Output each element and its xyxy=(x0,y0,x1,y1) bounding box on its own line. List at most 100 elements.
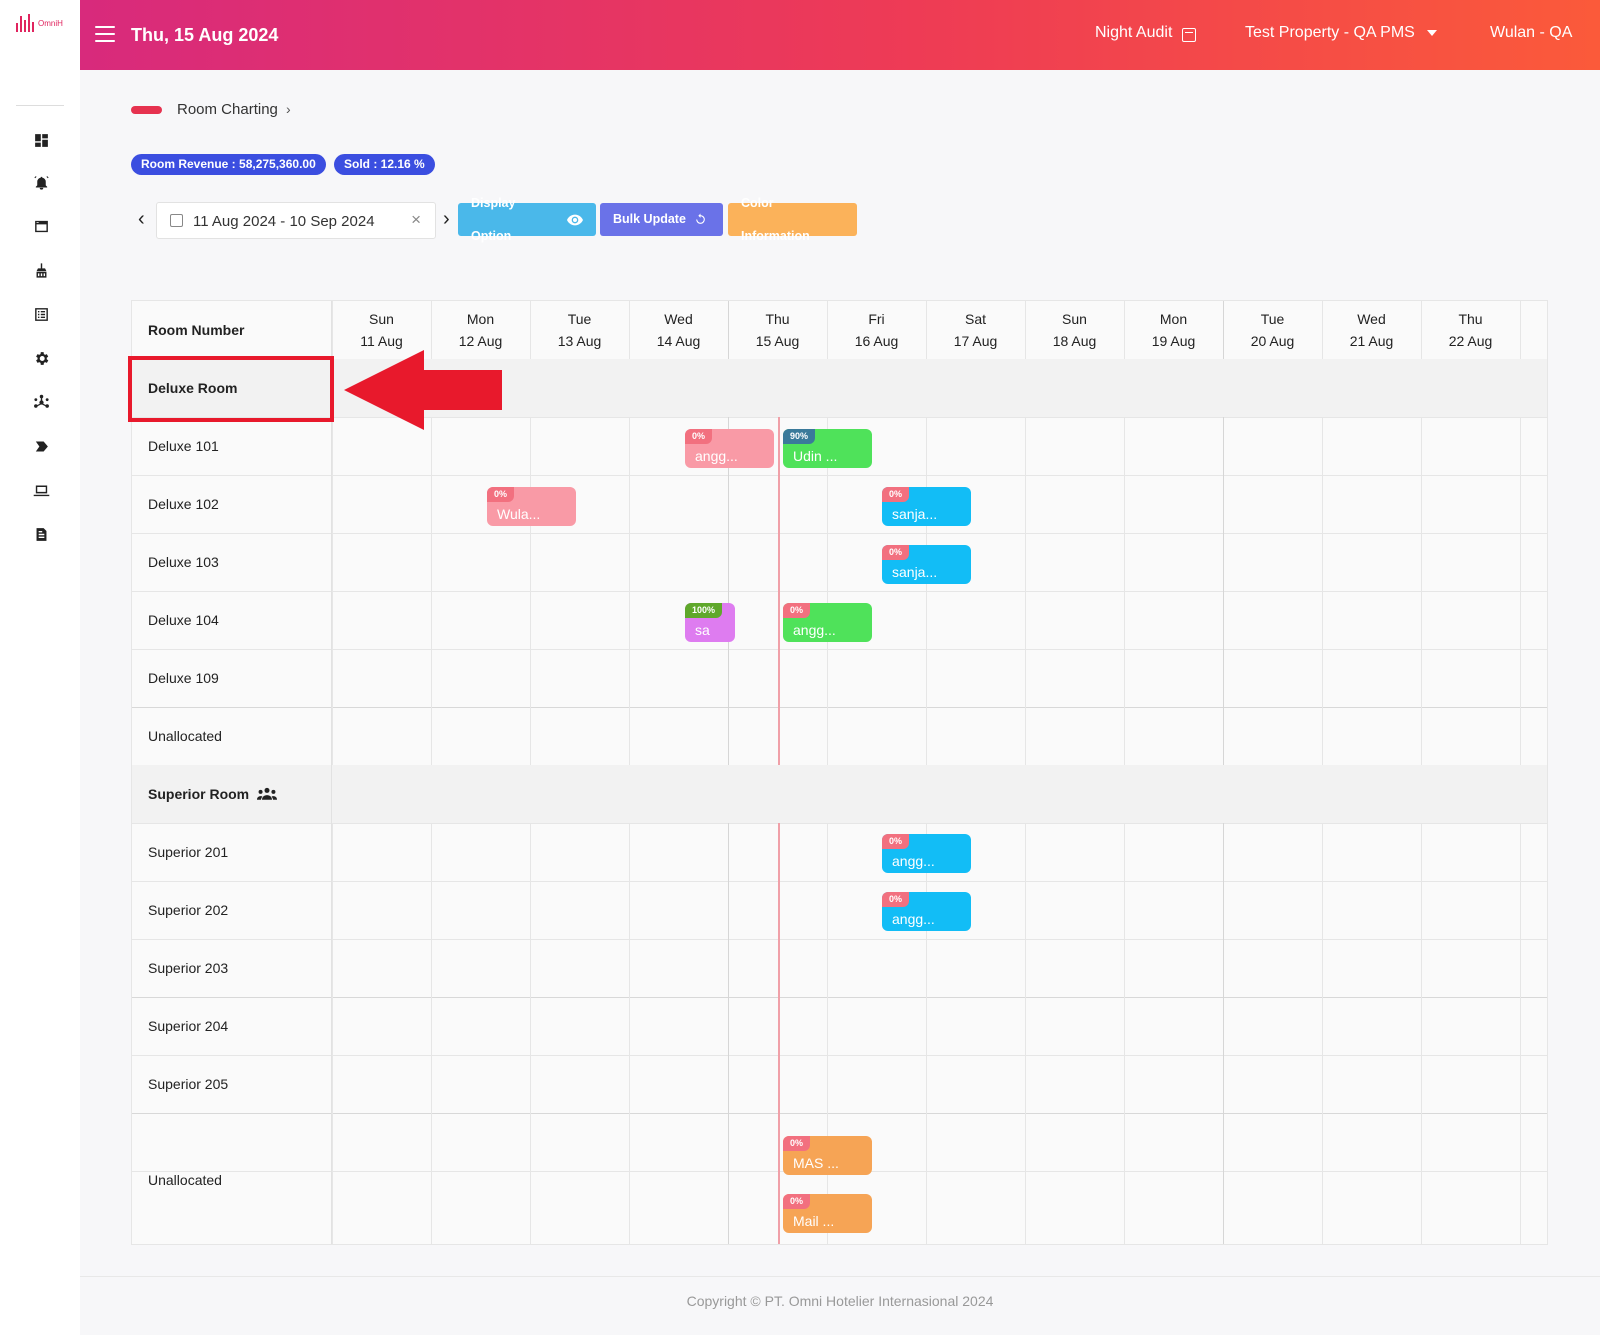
display-option-label: Display Option xyxy=(471,195,516,243)
night-audit-label: Night Audit xyxy=(1095,24,1173,41)
clear-date-icon[interactable]: × xyxy=(411,210,421,229)
day-date: 18 Aug xyxy=(1052,333,1097,349)
deluxe-band xyxy=(332,359,1547,417)
night-audit-button[interactable]: Night Audit xyxy=(1095,24,1197,42)
property-name: Test Property - QA PMS xyxy=(1245,24,1415,41)
room-label: Deluxe 103 xyxy=(132,533,332,591)
eye-icon xyxy=(567,214,583,225)
booking-block[interactable]: 0% angg... xyxy=(882,892,971,931)
booking-guest: sanja... xyxy=(892,564,938,580)
gear-icon[interactable] xyxy=(30,347,52,369)
tag-icon[interactable] xyxy=(30,435,52,457)
booking-block[interactable]: 90% Udin ... xyxy=(783,429,872,468)
day-of-week: Sun xyxy=(369,311,394,327)
day-header: Wed 14 Aug xyxy=(629,301,728,359)
network-icon[interactable] xyxy=(30,391,52,413)
day-date: 17 Aug xyxy=(953,333,998,349)
grid-row-line xyxy=(132,939,1547,940)
booking-block[interactable]: 0% MAS ... xyxy=(783,1136,872,1175)
booking-percent: 0% xyxy=(783,603,811,618)
day-of-week: Sat xyxy=(964,311,986,327)
day-of-week: Mon xyxy=(466,311,495,327)
room-label: Superior 204 xyxy=(132,997,332,1055)
alarm-icon[interactable] xyxy=(30,171,52,193)
booking-guest: angg... xyxy=(695,448,738,464)
grid-row-line xyxy=(132,823,1547,824)
booking-block[interactable]: 0% Mail ... xyxy=(783,1194,872,1233)
color-information-button[interactable]: Color Information xyxy=(728,196,857,243)
logo-mark xyxy=(16,14,34,32)
day-header: Wed 21 Aug xyxy=(1322,301,1421,359)
brand-logo[interactable]: OmniH xyxy=(16,14,63,32)
booking-block[interactable]: 0% Wula... xyxy=(487,487,576,526)
booking-percent: 0% xyxy=(882,487,910,502)
day-of-week: Fri xyxy=(868,311,885,327)
sold-badge: Sold : 12.16 % xyxy=(334,154,435,175)
user-menu[interactable]: Wulan - QA xyxy=(1490,24,1573,41)
brand-name: OmniH xyxy=(38,18,63,28)
room-revenue-badge: Room Revenue : 58,275,360.00 xyxy=(131,154,326,175)
booking-guest: Mail ... xyxy=(793,1213,835,1229)
booking-percent: 0% xyxy=(882,545,910,560)
day-date: 22 Aug xyxy=(1448,333,1493,349)
booking-block[interactable]: 0% sanja... xyxy=(882,487,971,526)
display-option-button[interactable]: Display Option xyxy=(458,196,596,243)
day-of-week: Wed xyxy=(664,311,693,327)
booking-percent: 0% xyxy=(882,834,910,849)
date-range-picker[interactable]: 11 Aug 2024 - 10 Sep 2024 × xyxy=(156,202,436,239)
today-indicator xyxy=(778,823,780,1244)
header-date: Thu, 15 Aug 2024 xyxy=(131,25,279,45)
booking-block[interactable]: 0% angg... xyxy=(685,429,774,468)
booking-block[interactable]: 0% sanja... xyxy=(882,545,971,584)
booking-guest: sanja... xyxy=(892,506,938,522)
hamburger-menu-icon[interactable] xyxy=(95,26,115,42)
property-selector[interactable]: Test Property - QA PMS xyxy=(1245,24,1437,42)
grid-row-line xyxy=(132,649,1547,650)
red-arrow-annotation xyxy=(344,350,502,430)
bulk-update-label: Bulk Update xyxy=(613,212,686,226)
grid-row-line xyxy=(132,1055,1547,1056)
day-date: 21 Aug xyxy=(1349,333,1394,349)
day-date: 15 Aug xyxy=(755,333,800,349)
booking-block[interactable]: 0% angg... xyxy=(783,603,872,642)
day-of-week: Wed xyxy=(1357,311,1386,327)
sidebar: OmniH xyxy=(0,0,80,1335)
booking-block[interactable]: 100% sa xyxy=(685,603,735,642)
room-label: Deluxe 109 xyxy=(132,649,332,707)
booking-guest: Wula... xyxy=(497,506,541,522)
room-number-header: Room Number xyxy=(132,301,332,359)
top-header: Thu, 15 Aug 2024 Night Audit Test Proper… xyxy=(80,0,1600,70)
bulk-update-button[interactable]: Bulk Update xyxy=(600,203,723,236)
room-label: Deluxe 102 xyxy=(132,475,332,533)
sidebar-divider xyxy=(16,105,64,106)
prev-range-button[interactable]: ‹ xyxy=(138,208,145,230)
day-of-week: Mon xyxy=(1159,311,1188,327)
room-type-superior-label: Superior Room xyxy=(148,786,250,802)
room-label: Superior 205 xyxy=(132,1055,332,1113)
breadcrumb-marker xyxy=(131,106,162,114)
day-header: Tue 20 Aug xyxy=(1223,301,1322,359)
room-type-superior[interactable]: Superior Room xyxy=(132,765,332,823)
booking-guest: MAS ... xyxy=(793,1155,839,1171)
day-header: Thu 15 Aug xyxy=(728,301,827,359)
dashboard-icon[interactable] xyxy=(30,129,52,151)
next-range-button[interactable]: › xyxy=(443,208,450,230)
booking-block[interactable]: 0% angg... xyxy=(882,834,971,873)
report-icon[interactable] xyxy=(30,523,52,545)
booking-guest: sa xyxy=(695,622,710,638)
day-of-week: Tue xyxy=(1260,311,1285,327)
day-header: Tue 13 Aug xyxy=(530,301,629,359)
booking-percent: 0% xyxy=(783,1136,811,1151)
laptop-icon[interactable] xyxy=(30,479,52,501)
list-icon[interactable] xyxy=(30,303,52,325)
day-header: Mon 19 Aug xyxy=(1124,301,1223,359)
day-header: Sat 17 Aug xyxy=(926,301,1025,359)
window-icon[interactable] xyxy=(30,215,52,237)
day-of-week: Tue xyxy=(567,311,592,327)
cleaning-icon[interactable] xyxy=(30,259,52,281)
booking-percent: 0% xyxy=(685,429,713,444)
day-header: Fri 16 Aug xyxy=(827,301,926,359)
group-icon xyxy=(257,787,278,800)
breadcrumb[interactable]: Room Charting xyxy=(177,101,278,118)
day-date: 20 Aug xyxy=(1250,333,1295,349)
